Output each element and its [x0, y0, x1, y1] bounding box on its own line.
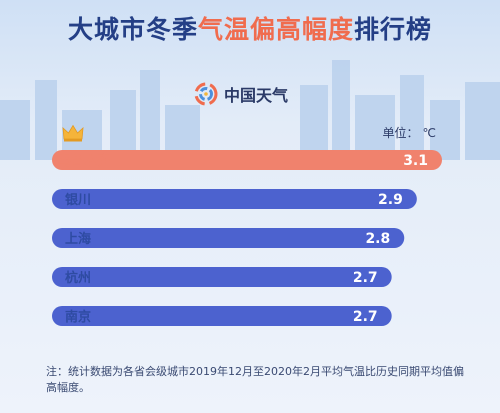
- value-label-2: 2.8: [365, 231, 390, 247]
- bar-1: [52, 189, 417, 209]
- bar-0: [52, 150, 442, 170]
- category-label-1: 银川: [65, 192, 91, 208]
- category-label-2: 上海: [65, 231, 91, 247]
- category-label-4: 南京: [65, 309, 91, 325]
- bar-4: [52, 306, 392, 326]
- unit-prefix: 单位：: [382, 126, 419, 140]
- bar-3: [52, 267, 392, 287]
- swirl-logo-icon: [194, 82, 218, 106]
- category-label-0: 乌鲁木齐: [58, 153, 111, 169]
- brand-name: 中国天气: [224, 86, 289, 105]
- value-label-4: 2.7: [353, 309, 378, 325]
- bar-chart: 乌鲁木齐 3.1 银川 2.9 上海 2.8 杭州 2.7 南京 2.7: [52, 150, 442, 326]
- title-part-2: 气温偏高幅度: [197, 15, 354, 44]
- title-part-3: 排行榜: [354, 15, 433, 44]
- unit-label: 单位： ℃: [383, 124, 437, 141]
- unit-value: ℃: [422, 126, 436, 140]
- bar-2: [52, 228, 405, 248]
- category-label-3: 杭州: [65, 270, 91, 286]
- value-label-3: 2.7: [353, 270, 378, 286]
- brand-logo: 中国天气: [194, 82, 288, 106]
- chart-title: 大城市冬季气温偏高幅度排行榜: [0, 10, 500, 46]
- value-label-1: 2.9: [378, 192, 403, 208]
- value-label-0: 3.1: [403, 153, 428, 169]
- crown-icon: [62, 124, 84, 142]
- title-part-1: 大城市冬季: [67, 15, 198, 44]
- footnote: 注：统计数据为各省会级城市2019年12月至2020年2月平均气温比历史同期平均…: [46, 365, 464, 394]
